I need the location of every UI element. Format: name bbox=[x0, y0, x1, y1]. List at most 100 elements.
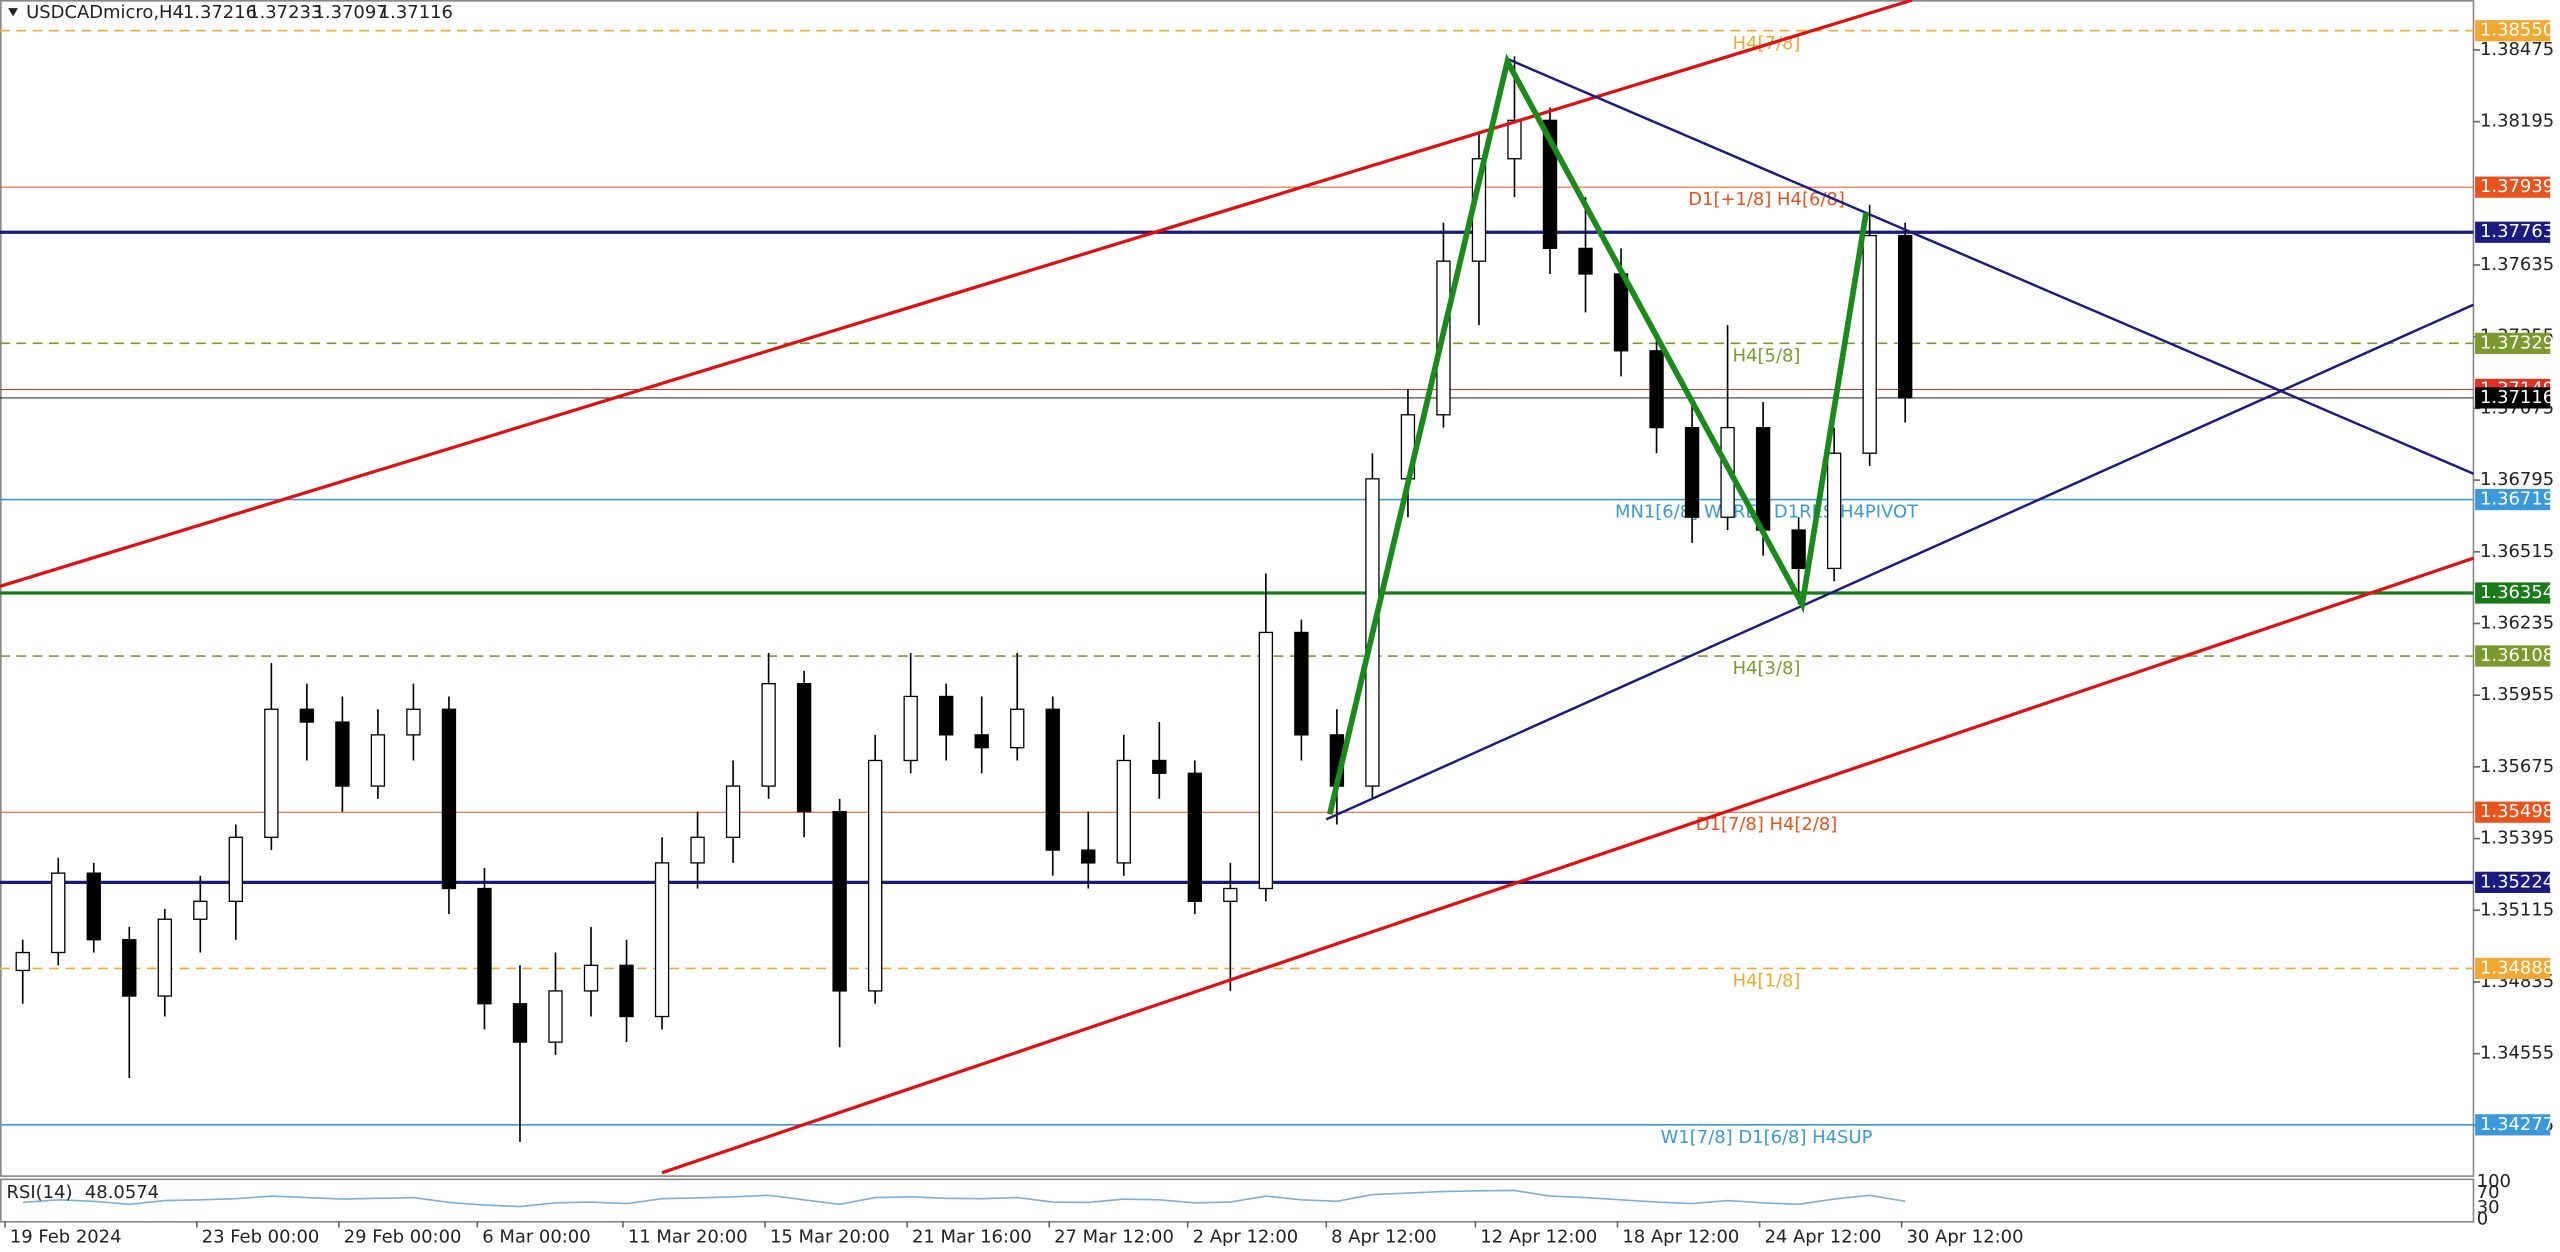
price-tag bbox=[2475, 221, 2551, 243]
candle-body bbox=[370, 734, 386, 787]
quote-value: 1.37116 bbox=[379, 2, 453, 23]
trendline bbox=[661, 556, 2474, 1175]
y-tick-label: 1.35395 bbox=[2480, 828, 2554, 849]
candle-body bbox=[157, 918, 172, 997]
chart-title: USDCADmicro,H4 bbox=[26, 2, 184, 23]
trendline bbox=[1506, 57, 2474, 475]
candle-body bbox=[406, 708, 421, 736]
candle-body bbox=[122, 939, 137, 997]
price-tag-label: 1.34277 bbox=[2480, 1114, 2554, 1135]
candle-body bbox=[1791, 529, 1806, 570]
price-tag bbox=[2475, 1114, 2551, 1136]
candle-body bbox=[1542, 119, 1558, 250]
candle-body bbox=[1187, 772, 1203, 902]
quote-value: 1.37097 bbox=[313, 2, 387, 23]
level-label: H4[1/8] bbox=[1733, 970, 1801, 991]
price-tag-label: 1.36719 bbox=[2480, 489, 2554, 510]
candle-body bbox=[725, 785, 741, 838]
x-tick-label: 27 Mar 12:00 bbox=[1054, 1226, 1174, 1247]
candle-body bbox=[1649, 350, 1664, 429]
trendline bbox=[1325, 303, 2474, 821]
price-tag-label: 1.36354 bbox=[2480, 582, 2554, 603]
y-tick-label: 1.38475 bbox=[2480, 39, 2554, 60]
price-tag-label: 1.37763 bbox=[2480, 221, 2554, 242]
rsi-tick-label: 30 bbox=[2477, 1197, 2500, 1218]
price-tag bbox=[2475, 645, 2551, 667]
candle-body bbox=[867, 759, 883, 992]
level-label: D1[7/8] H4[2/8] bbox=[1696, 814, 1838, 835]
x-tick-label: 15 Mar 20:00 bbox=[770, 1226, 890, 1247]
price-tag-label: 1.38550 bbox=[2480, 20, 2554, 41]
x-tick-label: 23 Feb 00:00 bbox=[202, 1226, 320, 1247]
candle-body bbox=[1294, 631, 1309, 736]
y-tick-label: 1.36235 bbox=[2480, 612, 2554, 633]
candle-body bbox=[939, 695, 954, 736]
x-tick-label: 12 Apr 12:00 bbox=[1480, 1226, 1597, 1247]
candle-body bbox=[583, 964, 599, 992]
candle-body bbox=[15, 951, 30, 972]
y-tick-label: 1.35115 bbox=[2480, 899, 2554, 920]
candle-body bbox=[441, 708, 457, 890]
candle-body bbox=[1152, 759, 1167, 774]
candle-body bbox=[1116, 759, 1131, 864]
rsi-label: RSI(14) bbox=[7, 1182, 73, 1203]
x-tick-label: 29 Feb 00:00 bbox=[344, 1226, 462, 1247]
price-tag bbox=[2475, 332, 2551, 354]
rsi-tick-label: 100 bbox=[2477, 1171, 2511, 1192]
rsi-tick-label: 70 bbox=[2477, 1182, 2500, 1203]
price-tag bbox=[2475, 957, 2551, 980]
price-tag bbox=[2475, 582, 2551, 604]
candle-body bbox=[477, 887, 492, 1005]
rsi-line bbox=[22, 1189, 1906, 1208]
y-tick-label: 1.34555 bbox=[2480, 1043, 2554, 1064]
candle-body bbox=[1897, 234, 1913, 399]
candle-body bbox=[1081, 849, 1096, 864]
candle-body bbox=[51, 872, 66, 954]
price-tag bbox=[2475, 488, 2551, 511]
x-tick-label: 21 Mar 16:00 bbox=[912, 1226, 1032, 1247]
y-tick-label: 1.35955 bbox=[2480, 684, 2554, 705]
level-label: W1[7/8] D1[6/8] H4SUP bbox=[1661, 1127, 1873, 1148]
rsi-value: 48.0574 bbox=[85, 1182, 159, 1203]
candle-body bbox=[974, 734, 989, 749]
price-tag bbox=[2475, 176, 2551, 198]
candle-body bbox=[264, 708, 279, 838]
candle-body bbox=[1755, 426, 1771, 531]
price-tag-label: 1.35498 bbox=[2480, 801, 2554, 822]
x-tick-label: 19 Feb 2024 bbox=[10, 1226, 122, 1247]
price-tag bbox=[2475, 20, 2551, 42]
level-label: H4[5/8] bbox=[1733, 345, 1801, 366]
candle-body bbox=[512, 1003, 528, 1043]
x-tick-label: 6 Mar 00:00 bbox=[482, 1226, 590, 1247]
level-label: D1[+1/8] H4[6/8] bbox=[1688, 189, 1845, 210]
y-tick-label: 1.37635 bbox=[2480, 254, 2554, 275]
candle-body bbox=[1826, 452, 1842, 570]
candle-body bbox=[228, 836, 244, 902]
plot-frame bbox=[0, 0, 2475, 1177]
candle-body bbox=[796, 683, 812, 813]
candle-body bbox=[1862, 234, 1877, 454]
candle-body bbox=[299, 708, 315, 723]
price-tag-label: 1.36108 bbox=[2480, 645, 2554, 666]
candle-body bbox=[86, 872, 101, 941]
price-tag bbox=[2475, 801, 2551, 823]
candle-body bbox=[1045, 708, 1060, 851]
candle-body bbox=[335, 721, 350, 787]
x-tick-label: 18 Apr 12:00 bbox=[1622, 1226, 1739, 1247]
candle-body bbox=[654, 862, 670, 1018]
candle-body bbox=[1010, 708, 1025, 749]
menu-icon[interactable] bbox=[8, 8, 18, 17]
price-tag-label: 1.35224 bbox=[2480, 871, 2554, 892]
quote-value: 1.37216 bbox=[183, 2, 257, 23]
candle-body bbox=[1258, 631, 1274, 890]
quote-value: 1.37233 bbox=[248, 2, 322, 23]
price-tag-label: 1.37939 bbox=[2480, 176, 2554, 197]
candle-body bbox=[761, 683, 776, 787]
y-tick-label: 1.38195 bbox=[2480, 111, 2554, 132]
trendline bbox=[1327, 53, 1869, 815]
y-tick-label: 1.36515 bbox=[2480, 541, 2554, 562]
y-tick-label: 1.36795 bbox=[2480, 469, 2554, 490]
candle-body bbox=[1507, 119, 1522, 160]
